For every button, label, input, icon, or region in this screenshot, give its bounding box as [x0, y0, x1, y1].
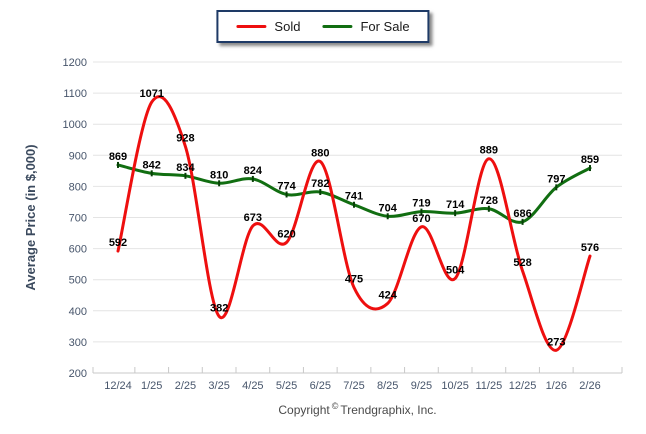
sold-data-label: 889 [480, 145, 498, 157]
for-sale-data-label: 834 [176, 162, 195, 174]
legend: Sold For Sale [216, 10, 430, 43]
y-axis-title: Average Price (in $,000) [23, 144, 38, 290]
x-tick-label: 1/26 [546, 380, 567, 392]
copyright-symbol: © [331, 401, 339, 411]
sold-line [116, 95, 592, 352]
for-sale-data-label: 686 [513, 208, 531, 220]
x-tick-label: 1/25 [141, 380, 162, 392]
sold-data-label: 670 [412, 213, 430, 225]
sold-data-label: 475 [345, 273, 363, 285]
sold-data-label: 880 [311, 148, 329, 160]
sold-data-label: 928 [176, 133, 194, 145]
y-tick-label: 1000 [63, 119, 87, 131]
y-tick-label: 1200 [63, 57, 87, 69]
x-tick-label: 10/25 [441, 380, 469, 392]
x-tick-label: 12/25 [509, 380, 537, 392]
for-sale-data-label: 824 [244, 165, 263, 177]
x-tick-label: 7/25 [343, 380, 364, 392]
for-sale-data-label: 810 [210, 169, 228, 181]
x-tick-label: 2/26 [579, 380, 600, 392]
for-sale-data-label: 714 [446, 199, 465, 211]
for-sale-data-label: 797 [547, 173, 565, 185]
y-tick-label: 1100 [63, 88, 87, 100]
legend-item-sold: Sold [236, 19, 300, 34]
y-tick-label: 200 [69, 368, 87, 380]
x-tick-label: 12/24 [104, 380, 132, 392]
y-tick-label: 800 [69, 181, 87, 193]
x-tick-label: 3/25 [208, 380, 229, 392]
y-tick-label: 700 [69, 213, 87, 225]
for-sale-data-label: 842 [143, 159, 161, 171]
sold-data-label: 504 [446, 264, 465, 276]
y-tick-label: 300 [69, 337, 87, 349]
for-sale-data-label: 774 [277, 180, 296, 192]
for-sale-data-label: 859 [581, 154, 599, 166]
sold-data-label: 592 [109, 237, 127, 249]
x-tick-label: 2/25 [175, 380, 196, 392]
copyright-suffix: Trendgraphix, Inc. [340, 403, 437, 417]
x-tick-label: 4/25 [242, 380, 263, 392]
for-sale-data-label: 704 [379, 202, 398, 214]
sold-data-label: 673 [244, 212, 262, 224]
copyright-prefix: Copyright [278, 403, 330, 417]
sold-data-label: 528 [513, 257, 531, 269]
legend-label-for-sale: For Sale [360, 19, 410, 34]
for-sale-data-label: 869 [109, 151, 127, 163]
sold-data-label: 382 [210, 302, 228, 314]
sold-data-label: 1071 [139, 88, 163, 100]
sold-data-label: 424 [379, 289, 398, 301]
x-tick-label: 11/25 [475, 380, 502, 392]
y-tick-label: 900 [69, 150, 87, 162]
x-tick-label: 6/25 [310, 380, 331, 392]
y-tick-label: 400 [69, 306, 87, 318]
sold-line-swatch [236, 25, 267, 28]
legend-item-for-sale: For Sale [322, 19, 410, 34]
x-tick-label: 5/25 [276, 380, 297, 392]
for-sale-data-label: 728 [480, 195, 498, 207]
y-tick-label: 600 [69, 244, 87, 256]
for-sale-data-label: 741 [345, 191, 363, 203]
y-tick-label: 500 [69, 275, 87, 287]
x-tick-label: 8/25 [377, 380, 398, 392]
copyright: Copyright © Trendgraphix, Inc. [93, 401, 622, 417]
sold-data-label: 576 [581, 242, 599, 254]
legend-label-sold: Sold [274, 19, 301, 34]
x-tick-label: 9/25 [411, 380, 432, 392]
sold-data-label: 620 [277, 228, 295, 240]
sold-data-label: 273 [547, 336, 565, 348]
for-sale-data-label: 782 [311, 178, 329, 190]
for-sale-line-swatch [322, 25, 353, 28]
for-sale-data-label: 719 [412, 198, 430, 210]
